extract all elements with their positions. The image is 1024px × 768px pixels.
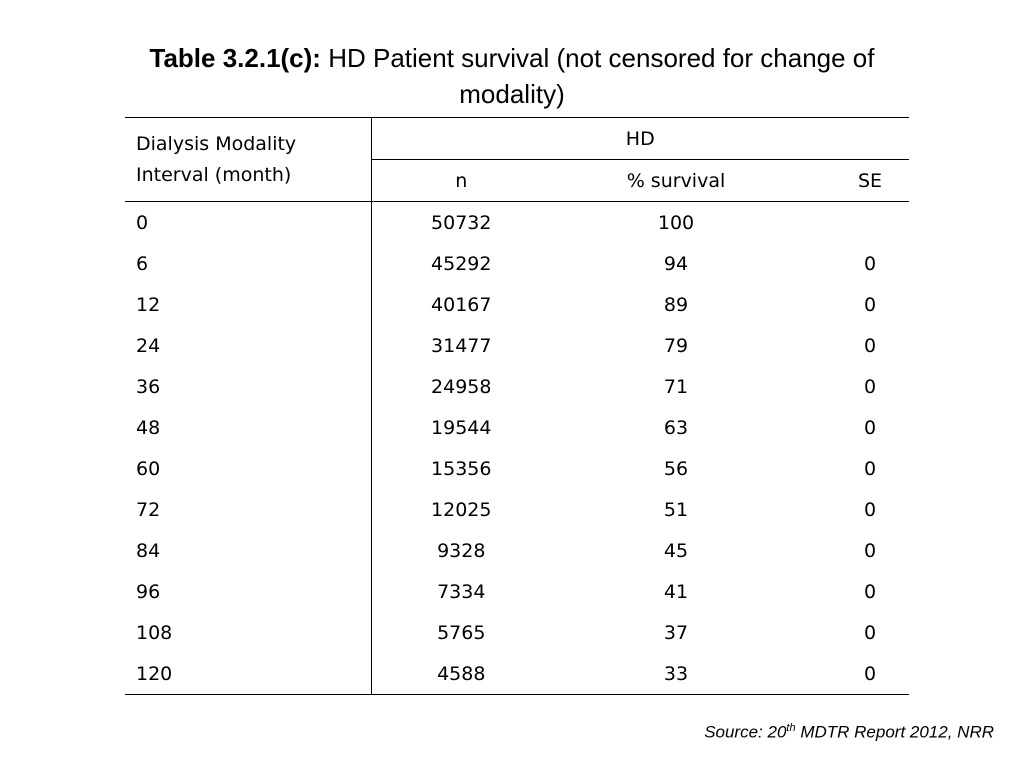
n-cell: 12025 — [431, 498, 492, 521]
se-cell — [801, 202, 909, 244]
interval-cell: 108 — [125, 612, 372, 653]
n-cell: 5765 — [437, 621, 486, 644]
n-cell: 9328 — [437, 539, 486, 562]
se-cell: 0 — [863, 580, 877, 603]
table-row: 72 12025 51 0 — [125, 489, 909, 530]
table-row: 84 9328 45 0 — [125, 530, 909, 571]
survival-cell: 71 — [663, 375, 689, 398]
interval-cell: 24 — [125, 325, 372, 366]
n-column-header: n — [371, 159, 551, 202]
survival-cell: 33 — [551, 653, 801, 695]
interval-cell: 96 — [125, 571, 372, 612]
survival-column-header: % survival — [551, 159, 801, 202]
table-row: 108 5765 37 0 — [125, 612, 909, 653]
se-cell: 0 — [863, 334, 877, 357]
se-column-header: SE — [801, 159, 910, 202]
interval-header-line2: Interval (month) — [136, 163, 292, 186]
interval-cell: 72 — [125, 489, 372, 530]
survival-cell: 100 — [657, 211, 695, 234]
table-row: 0 50732 100 — [125, 201, 909, 244]
interval-cell: 0 — [125, 201, 372, 243]
interval-cell: 120 — [125, 653, 372, 695]
source-note: Source: 20th MDTR Report 2012, NRR — [704, 722, 994, 743]
table-header-row: Dialysis Modality Interval (month) HD — [125, 117, 910, 202]
n-cell: 7334 — [437, 580, 486, 603]
table-row: 96 7334 41 0 — [125, 571, 909, 612]
survival-cell: 41 — [663, 580, 689, 603]
n-cell: 15356 — [431, 457, 492, 480]
hd-group-header: HD — [371, 117, 910, 160]
n-cell: 45292 — [431, 252, 492, 275]
se-cell: 0 — [801, 653, 910, 695]
survival-cell: 51 — [663, 498, 689, 521]
interval-cell: 36 — [125, 366, 372, 407]
table-row: 48 19544 63 0 — [125, 407, 909, 448]
n-cell: 50732 — [431, 211, 492, 234]
table-number-label: Table 3.2.1(c): — [149, 43, 321, 73]
se-cell: 0 — [863, 293, 877, 316]
interval-cell: 60 — [125, 448, 372, 489]
n-cell: 31477 — [431, 334, 492, 357]
n-cell: 24958 — [431, 375, 492, 398]
table-row: 12 40167 89 0 — [125, 284, 909, 325]
survival-cell: 56 — [663, 457, 689, 480]
n-cell: 19544 — [431, 416, 492, 439]
source-prefix: Source: 20 — [704, 722, 787, 742]
interval-column-header: Dialysis Modality Interval (month) — [125, 117, 372, 202]
n-cell: 40167 — [431, 293, 492, 316]
interval-cell: 84 — [125, 530, 372, 571]
table-row: 24 31477 79 0 — [125, 325, 909, 366]
table-row: 36 24958 71 0 — [125, 366, 909, 407]
survival-cell: 94 — [663, 252, 689, 275]
source-suffix: MDTR Report 2012, NRR — [795, 722, 994, 742]
table-body: 0 50732 100 6 45292 94 0 12 40167 89 0 24 31477 79 0 36… — [125, 201, 910, 695]
table-title-text: HD Patient survival (not censored for ch… — [328, 43, 875, 109]
page-title: Table 3.2.1(c): HD Patient survival (not… — [100, 40, 924, 112]
se-cell: 0 — [863, 375, 877, 398]
se-cell: 0 — [863, 498, 877, 521]
table-row: 120 4588 33 0 — [125, 653, 910, 695]
survival-cell: 45 — [663, 539, 689, 562]
survival-cell: 37 — [663, 621, 689, 644]
n-cell: 4588 — [371, 653, 551, 695]
survival-table-container: Dialysis Modality Interval (month) HD n … — [125, 117, 910, 695]
survival-table: Dialysis Modality Interval (month) HD n … — [125, 117, 910, 695]
survival-cell: 89 — [663, 293, 689, 316]
se-cell: 0 — [863, 621, 877, 644]
se-cell: 0 — [863, 457, 877, 480]
se-cell: 0 — [863, 252, 877, 275]
se-cell: 0 — [863, 416, 877, 439]
source-superscript: th — [786, 722, 796, 734]
survival-cell: 63 — [663, 416, 689, 439]
table-subheader-row: n % survival SE — [125, 159, 910, 202]
survival-cell: 79 — [663, 334, 689, 357]
table-row: 6 45292 94 0 — [125, 243, 909, 284]
se-cell: 0 — [863, 539, 877, 562]
interval-cell: 48 — [125, 407, 372, 448]
interval-header-line1: Dialysis Modality — [136, 132, 297, 155]
table-row: 60 15356 56 0 — [125, 448, 909, 489]
interval-cell: 6 — [125, 243, 372, 284]
interval-cell: 12 — [125, 284, 372, 325]
